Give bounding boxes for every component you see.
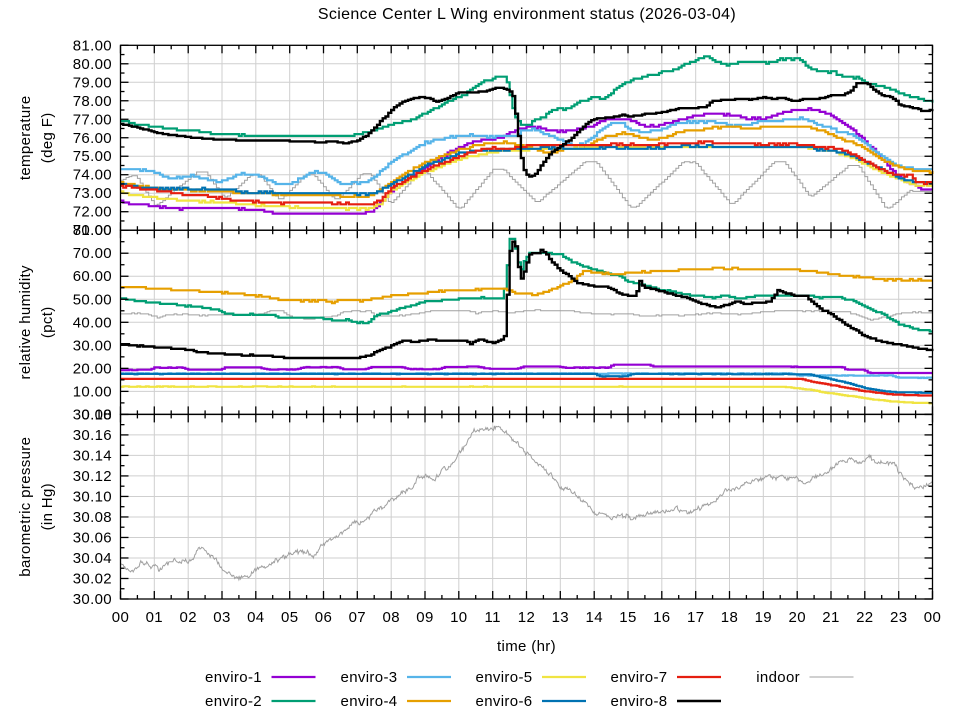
svg-text:75.00: 75.00: [73, 148, 112, 165]
svg-text:30.02: 30.02: [73, 571, 112, 588]
svg-text:10: 10: [450, 609, 467, 626]
svg-text:12: 12: [518, 609, 535, 626]
svg-text:50.00: 50.00: [73, 291, 112, 308]
svg-text:09: 09: [416, 609, 433, 626]
svg-text:30.04: 30.04: [73, 550, 112, 567]
svg-text:18: 18: [721, 609, 738, 626]
svg-text:17: 17: [687, 609, 704, 626]
svg-text:temperature: temperature: [17, 95, 34, 180]
svg-text:relative humidity: relative humidity: [17, 265, 34, 379]
svg-text:77.00: 77.00: [73, 111, 112, 128]
svg-text:enviro-8: enviro-8: [611, 693, 668, 710]
svg-text:73.00: 73.00: [73, 185, 112, 202]
svg-text:30.14: 30.14: [73, 447, 112, 464]
svg-text:enviro-3: enviro-3: [341, 669, 398, 686]
svg-text:(pct): (pct): [39, 306, 56, 338]
svg-text:30.10: 30.10: [73, 488, 112, 505]
svg-text:74.00: 74.00: [73, 167, 112, 184]
svg-text:enviro-1: enviro-1: [205, 669, 262, 686]
svg-text:10.00: 10.00: [73, 383, 112, 400]
svg-text:16: 16: [653, 609, 670, 626]
svg-text:enviro-4: enviro-4: [341, 693, 398, 710]
svg-text:76.00: 76.00: [73, 130, 112, 147]
svg-text:78.00: 78.00: [73, 93, 112, 110]
svg-text:enviro-7: enviro-7: [611, 669, 668, 686]
svg-text:20.00: 20.00: [73, 360, 112, 377]
svg-text:30.00: 30.00: [73, 591, 112, 608]
svg-text:15: 15: [619, 609, 636, 626]
svg-text:72.00: 72.00: [73, 204, 112, 221]
svg-text:40.00: 40.00: [73, 314, 112, 331]
svg-text:enviro-6: enviro-6: [476, 693, 533, 710]
svg-text:71.00: 71.00: [73, 222, 112, 239]
svg-text:time (hr): time (hr): [497, 638, 556, 655]
svg-text:06: 06: [315, 609, 332, 626]
svg-text:0.00: 0.00: [81, 406, 112, 423]
svg-text:80.00: 80.00: [73, 222, 112, 239]
svg-text:(deg F): (deg F): [39, 112, 56, 163]
svg-text:14: 14: [586, 609, 603, 626]
svg-text:30.06: 30.06: [73, 530, 112, 547]
svg-text:08: 08: [383, 609, 400, 626]
svg-text:30.00: 30.00: [73, 337, 112, 354]
svg-text:30.08: 30.08: [73, 509, 112, 526]
svg-text:Science Center L Wing environm: Science Center L Wing environment status…: [318, 6, 736, 23]
svg-text:22: 22: [856, 609, 873, 626]
svg-text:30.18: 30.18: [73, 406, 112, 423]
svg-text:79.00: 79.00: [73, 74, 112, 91]
svg-text:barometric pressure: barometric pressure: [17, 437, 34, 577]
svg-text:07: 07: [349, 609, 366, 626]
svg-text:19: 19: [755, 609, 772, 626]
svg-text:00: 00: [112, 609, 129, 626]
svg-text:indoor: indoor: [756, 669, 800, 686]
svg-text:23: 23: [890, 609, 907, 626]
svg-text:03: 03: [213, 609, 230, 626]
svg-text:02: 02: [180, 609, 197, 626]
svg-text:05: 05: [281, 609, 298, 626]
svg-text:(in Hg): (in Hg): [39, 483, 56, 530]
svg-text:20: 20: [789, 609, 806, 626]
svg-text:21: 21: [822, 609, 839, 626]
svg-text:30.12: 30.12: [73, 468, 112, 485]
svg-text:13: 13: [552, 609, 569, 626]
svg-text:04: 04: [247, 609, 264, 626]
svg-text:30.16: 30.16: [73, 427, 112, 444]
svg-text:80.00: 80.00: [73, 56, 112, 73]
svg-text:70.00: 70.00: [73, 245, 112, 262]
svg-text:60.00: 60.00: [73, 268, 112, 285]
svg-text:00: 00: [924, 609, 941, 626]
svg-text:11: 11: [485, 609, 501, 626]
svg-text:enviro-5: enviro-5: [476, 669, 533, 686]
svg-text:enviro-2: enviro-2: [205, 693, 262, 710]
svg-text:01: 01: [146, 609, 163, 626]
svg-text:81.00: 81.00: [73, 37, 112, 54]
